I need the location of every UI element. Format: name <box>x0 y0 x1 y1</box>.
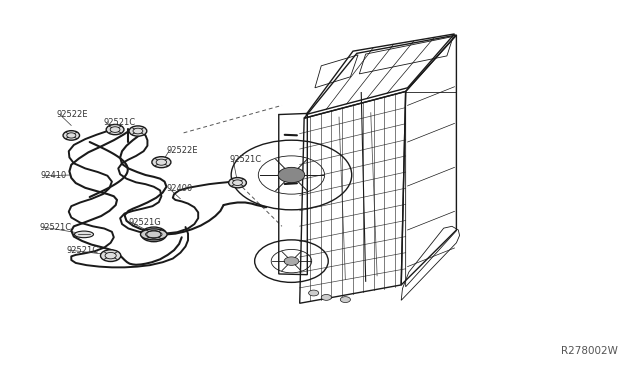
Text: 92521C: 92521C <box>40 222 72 231</box>
Text: 92521G: 92521G <box>129 218 161 227</box>
Text: 92521C: 92521C <box>230 155 262 164</box>
Circle shape <box>129 126 147 136</box>
Circle shape <box>106 125 124 135</box>
Ellipse shape <box>140 229 167 240</box>
Circle shape <box>228 177 246 188</box>
Text: 92521C: 92521C <box>103 118 135 128</box>
Circle shape <box>308 290 319 296</box>
Text: 92400: 92400 <box>166 185 193 193</box>
Text: R278002W: R278002W <box>561 346 618 356</box>
Circle shape <box>284 257 299 265</box>
Text: 92522E: 92522E <box>166 145 198 155</box>
Ellipse shape <box>74 231 93 238</box>
Text: 92522E: 92522E <box>57 110 88 119</box>
Text: 92521C: 92521C <box>66 246 99 254</box>
Circle shape <box>152 157 171 168</box>
Circle shape <box>63 131 79 140</box>
Text: 92410: 92410 <box>41 171 67 180</box>
Circle shape <box>100 250 121 262</box>
Circle shape <box>141 227 166 242</box>
Circle shape <box>278 167 305 183</box>
Circle shape <box>340 296 351 302</box>
FancyArrowPatch shape <box>285 183 297 184</box>
Circle shape <box>321 295 332 300</box>
Circle shape <box>280 169 302 181</box>
